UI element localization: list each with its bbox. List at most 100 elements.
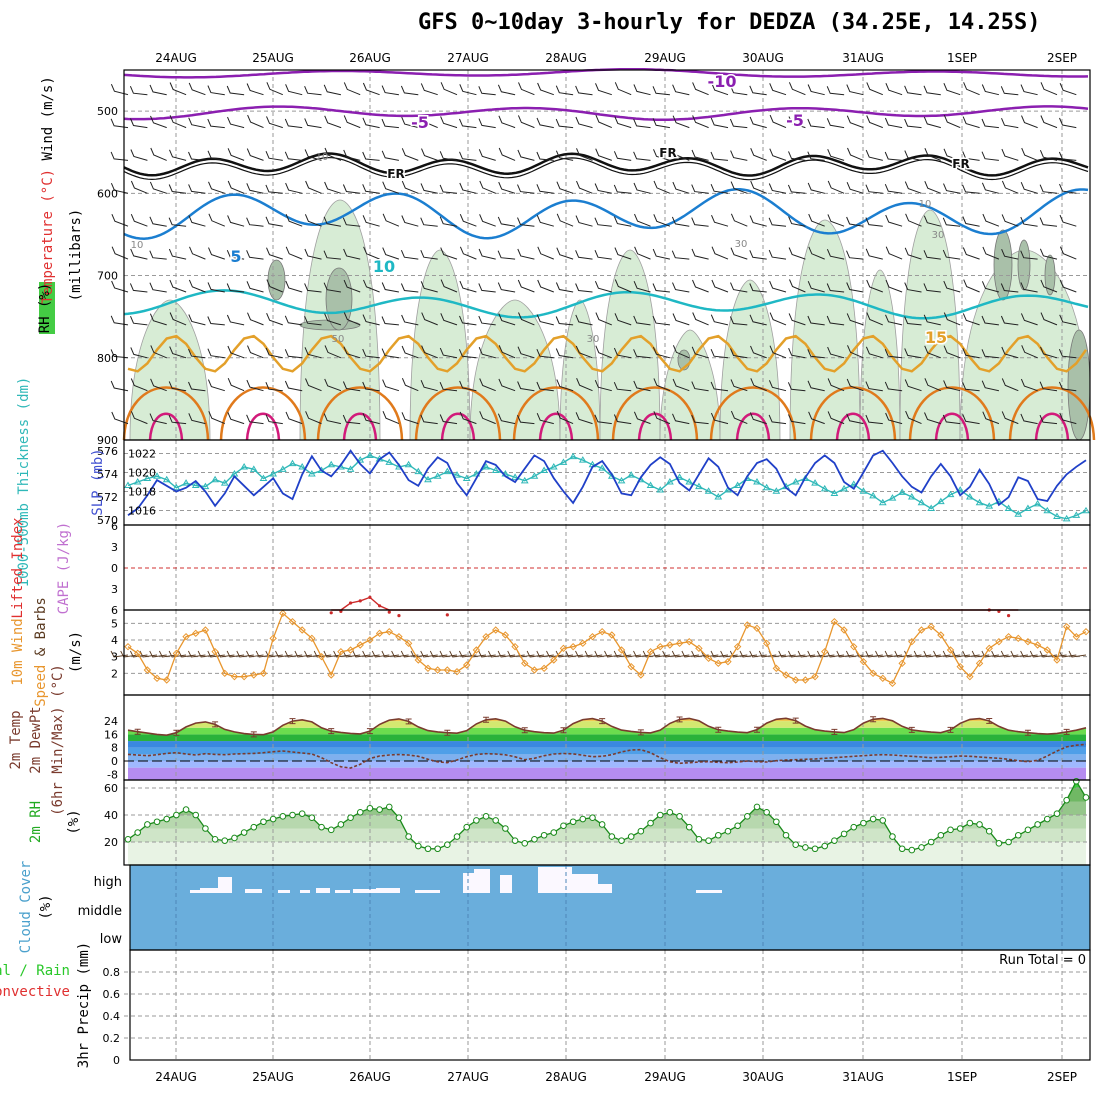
wind-barb [130, 316, 148, 326]
rh-2m-point [860, 819, 867, 827]
precip-total-rain-label: Total / Rain [0, 963, 70, 979]
wind-speed-point [501, 631, 510, 639]
wind-barb [555, 150, 574, 161]
wind-speed-point [521, 659, 529, 668]
pressure-tick-label: 900 [97, 434, 118, 447]
wind-barb [459, 151, 477, 161]
rh-2m-point [966, 819, 974, 827]
wind-barb [285, 182, 303, 194]
cloud-cover-background [130, 865, 1090, 950]
wind-barb [768, 183, 787, 194]
wind-barb [924, 345, 941, 359]
surface-wind-barb [478, 650, 496, 658]
wind-barb [401, 148, 419, 161]
thickness-point [124, 481, 132, 488]
wind-barb [963, 279, 980, 293]
wind-barb [1000, 86, 1019, 96]
wind-barb [1040, 82, 1058, 96]
wind-barb [518, 312, 535, 326]
wind-barb [729, 118, 748, 129]
wind-barb [381, 348, 399, 359]
wind-barb [807, 315, 825, 326]
wind-barb [1040, 346, 1058, 359]
wind-barb [769, 280, 787, 293]
wind-barb [808, 246, 825, 260]
wind-barb [188, 348, 206, 359]
wind-speed-point [530, 666, 539, 674]
wind-barb [575, 250, 593, 260]
thickness-point [849, 480, 858, 487]
wind-barb [284, 315, 303, 326]
wind-barb [595, 312, 612, 326]
wind-barb [575, 215, 593, 227]
wind-barb [614, 116, 632, 129]
temp-contour-10 [123, 289, 1089, 320]
lifted-index-point [397, 614, 401, 618]
wind-barb [846, 84, 864, 96]
temp-minmax-bar [405, 718, 412, 725]
wind-barb [981, 281, 1000, 293]
temp-color-band [128, 747, 1086, 755]
wind-barb [1039, 381, 1058, 392]
lifted-index-point [1006, 614, 1011, 618]
wind-barb [807, 380, 825, 392]
cloud-clear-gap [316, 888, 330, 893]
wind-speed-point [279, 609, 287, 618]
wind-barb [497, 413, 516, 425]
surface-wind-barb [187, 650, 206, 658]
temp-contour-15 [127, 334, 1088, 373]
temp-contour-25 [934, 412, 970, 441]
thickness-point [627, 471, 636, 478]
wind-barb [885, 279, 903, 293]
wind-barb [168, 184, 187, 194]
wind-barb [981, 380, 1000, 392]
wind-barb [362, 413, 380, 425]
surface-wind-barb [933, 650, 951, 658]
surface-wind-barb [420, 650, 438, 658]
wind-barb [750, 345, 767, 359]
temp-minmax-bar [831, 728, 838, 735]
temp-axis-label-1: 2m Temp [8, 710, 24, 769]
wind-barb [168, 381, 187, 392]
thickness-line [127, 454, 1087, 520]
rh-2m-point [211, 836, 219, 843]
wind-barb [613, 347, 632, 359]
wind-barb [789, 279, 806, 293]
wind-barb [827, 378, 845, 392]
wind-speed-point [695, 644, 703, 653]
wind-barb [324, 378, 342, 392]
thickness-point [182, 479, 190, 486]
cape-axis-label: CAPE (J/kg) [56, 522, 72, 615]
wind-barb [692, 312, 709, 326]
wind-barb [420, 83, 438, 96]
wind-barb [923, 215, 941, 227]
wind-barb [226, 314, 245, 326]
wind-barb [265, 382, 283, 392]
wind-barb [227, 116, 245, 129]
wind-barb [420, 414, 438, 425]
wind-barb [730, 150, 748, 161]
wind-barb [207, 348, 225, 359]
wind-barb [284, 380, 303, 392]
surface-wind-barb [1029, 650, 1048, 658]
thickness-point [201, 482, 210, 490]
wind-barb [362, 117, 380, 129]
wind-tick-label: 3 [111, 651, 118, 664]
thickness-point [666, 478, 674, 485]
temp-axis-label-1-part: 2m Temp [8, 710, 24, 769]
slp-tick-label: 1020 [128, 467, 156, 480]
wind-barb [478, 347, 496, 359]
surface-wind-barb [991, 650, 1009, 658]
wind-barb [865, 184, 883, 194]
wind-barb [904, 379, 922, 392]
rh-2m-point [453, 833, 461, 840]
bottom-date-label: 2SEP [1047, 1070, 1077, 1084]
wind-barb [1020, 313, 1038, 326]
surface-wind-barb [313, 650, 332, 658]
thickness-point [1043, 506, 1052, 514]
wind-barb [865, 149, 883, 161]
surface-wind-barb [594, 650, 612, 658]
wind-speed-point [927, 622, 935, 631]
rh-2m-unit-label-part: (%) [66, 809, 82, 834]
wind-barb [227, 215, 245, 227]
